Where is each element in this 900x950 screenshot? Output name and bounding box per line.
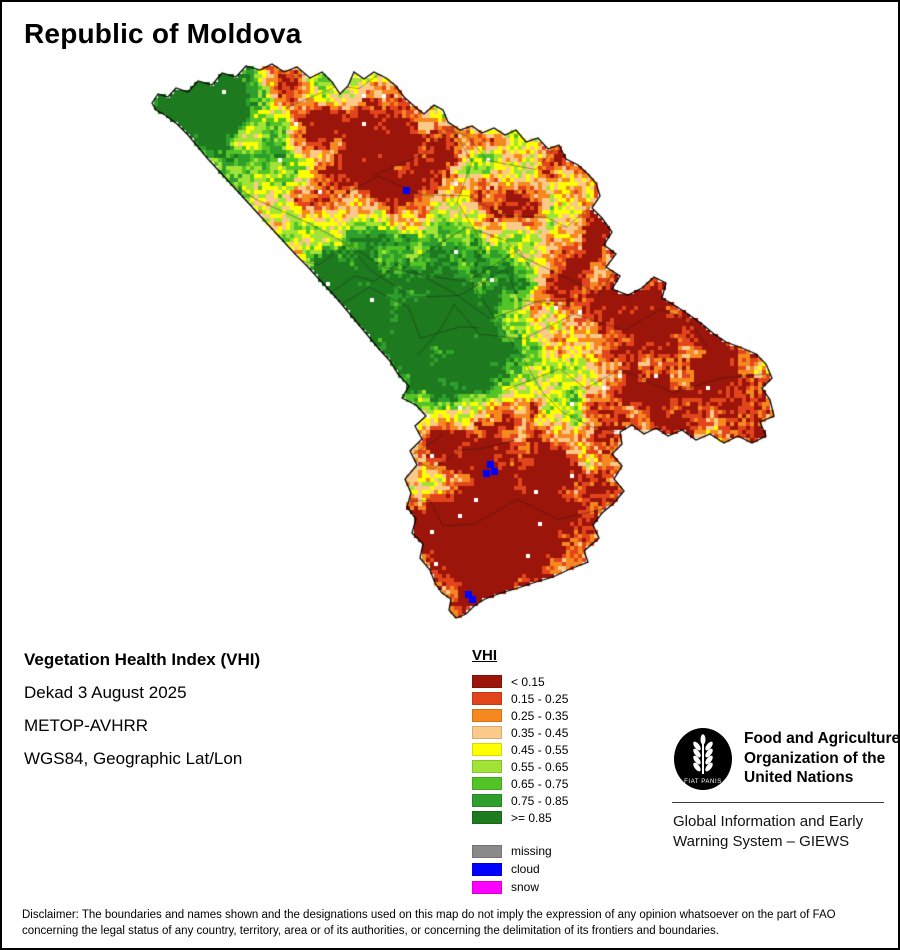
legend-swatch: [472, 880, 502, 894]
legend-swatch: [472, 811, 502, 824]
legend-swatch: [472, 862, 502, 876]
giews-name: Global Information and Early Warning Sys…: [673, 812, 863, 852]
legend-swatch: [472, 692, 502, 705]
fao-divider: [672, 802, 884, 803]
legend-label: 0.25 - 0.35: [511, 708, 569, 723]
legend-row: < 0.15: [472, 673, 568, 690]
legend-label: cloud: [511, 862, 540, 876]
legend-label: 0.45 - 0.55: [511, 742, 569, 757]
legend-row: 0.65 - 0.75: [472, 775, 568, 792]
fao-block: FIAT PANIS Food and Agriculture Organiza…: [672, 726, 898, 858]
legend-row: missing: [472, 842, 568, 860]
legend-label: < 0.15: [511, 674, 545, 689]
legend-label: >= 0.85: [511, 810, 552, 825]
legend-row: 0.75 - 0.85: [472, 792, 568, 809]
legend-swatch: [472, 794, 502, 807]
legend-swatch: [472, 709, 502, 722]
legend-swatch: [472, 777, 502, 790]
map-info-block: Vegetation Health Index (VHI) Dekad 3 Au…: [24, 650, 260, 782]
index-name-label: Vegetation Health Index (VHI): [24, 650, 261, 669]
fao-motto: FIAT PANIS: [684, 779, 722, 785]
legend-swatch: [472, 675, 502, 688]
legend-swatch: [472, 726, 502, 739]
legend-row: 0.45 - 0.55: [472, 741, 568, 758]
legend-row: 0.25 - 0.35: [472, 707, 568, 724]
legend-row: 0.15 - 0.25: [472, 690, 568, 707]
fao-org-name: Food and Agriculture Organization of the…: [744, 729, 900, 788]
legend-swatch: [472, 760, 502, 773]
giews-line: Global Information and Early: [673, 813, 864, 830]
legend-title: VHI: [472, 647, 498, 664]
fao-org-line: United Nations: [744, 769, 854, 786]
legend-label: 0.15 - 0.25: [511, 691, 569, 706]
legend-row: cloud: [472, 860, 568, 878]
legend-label: missing: [511, 844, 552, 858]
legend-label: 0.55 - 0.65: [511, 759, 569, 774]
legend-label: 0.75 - 0.85: [511, 793, 569, 808]
fao-org-line: Food and Agriculture: [744, 730, 900, 747]
legend-row: snow: [472, 878, 568, 896]
fao-org-line: Organization of the: [744, 749, 886, 767]
disclaimer: Disclaimer: The boundaries and names sho…: [22, 909, 836, 937]
fao-logo-icon: FIAT PANIS: [674, 728, 732, 790]
legend-row: 0.55 - 0.65: [472, 758, 568, 775]
legend-swatch: [472, 743, 502, 756]
giews-line: Warning System – GIEWS: [673, 833, 850, 850]
page-title: Republic of Moldova: [24, 18, 302, 49]
legend-row: >= 0.85: [472, 809, 568, 826]
legend-swatch: [472, 844, 502, 858]
legend-row: 0.35 - 0.45: [472, 724, 568, 741]
legend-label: 0.65 - 0.75: [511, 776, 569, 791]
projection-label: WGS84, Geographic Lat/Lon: [24, 749, 243, 768]
dekad-label: Dekad 3 August 2025: [24, 683, 187, 702]
legend: VHI < 0.15 0.15 - 0.25 0.25 - 0.35 0.35 - 0…: [472, 647, 568, 896]
legend-label: 0.35 - 0.45: [511, 725, 569, 740]
legend-class-list: < 0.15 0.15 - 0.25 0.25 - 0.35 0.35 - 0.45 0…: [472, 673, 568, 826]
sensor-label: METOP-AVHRR: [24, 716, 149, 735]
legend-extra-list: missing cloud snow: [472, 842, 568, 896]
legend-label: snow: [511, 880, 540, 894]
